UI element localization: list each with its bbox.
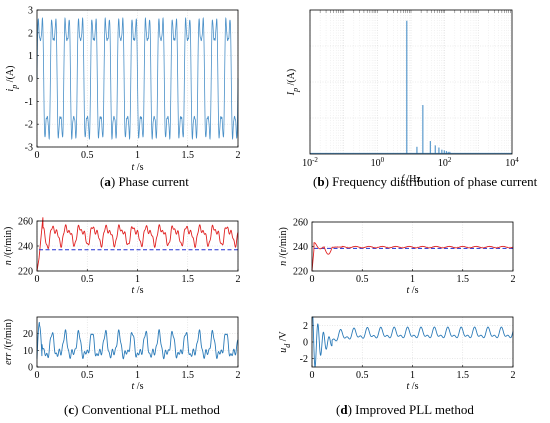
x-tick-label: 1.5	[457, 370, 470, 381]
plot-c2: 0 0.5 1 1.5 2 20 10 0 t /s err /(r/min)	[3, 316, 241, 392]
plot-d1: 0 0.5 1 1.5 2 260 240 220 t /s n /(r/min)	[278, 218, 516, 297]
y-axis-label: Ip /(A)	[286, 69, 300, 97]
plot-frame	[311, 221, 514, 272]
x-axis-label: f /Hz	[401, 174, 421, 185]
x-tick-label: 104	[505, 156, 519, 169]
y-tick-label: 10	[23, 346, 33, 357]
y-tick-label: 0	[303, 338, 308, 349]
x-tick-label: 1	[135, 370, 140, 381]
x-tick-label: 1	[135, 274, 140, 285]
plot-d2: 0 0.5 1 1.5 220-2t /sud /V	[278, 316, 516, 392]
x-tick-label: 2	[236, 370, 241, 381]
y-axis-label: err /(r/min)	[3, 319, 14, 365]
plot-frame	[309, 9, 513, 155]
x-tick-label: 0	[310, 274, 315, 285]
x-tick-label: 0.5	[81, 370, 94, 381]
y-tick-label: 240	[293, 242, 308, 253]
x-axis-label: t /s	[132, 162, 144, 173]
y-tick-label: -3	[25, 143, 33, 154]
x-tick-label: 0	[35, 370, 40, 381]
y-tick-label: 260	[18, 217, 33, 228]
x-tick-label: 1.5	[182, 150, 195, 161]
series-voltage	[312, 316, 514, 368]
y-axis-label: n /(r/min)	[278, 227, 289, 266]
x-tick-label: 100	[371, 156, 385, 169]
y-tick-label: 260	[293, 218, 308, 229]
x-tick-label: 1	[135, 150, 140, 161]
plot-frame	[311, 316, 514, 368]
y-tick-label: 2	[303, 321, 308, 332]
series-phase-current	[36, 17, 239, 140]
x-tick-label: 0	[35, 150, 40, 161]
y-axis-label: ud /V	[278, 330, 292, 352]
plot-frame	[36, 220, 239, 272]
x-tick-label: 0.5	[81, 150, 94, 161]
x-tick-label: 0	[35, 274, 40, 285]
plot-c1: 0 0.5 1 1.5 2 260 240 220 t /s n /(r/min)	[3, 217, 241, 297]
x-tick-label: 0.5	[81, 274, 94, 285]
x-axis-label: t /s	[132, 381, 144, 392]
x-tick-label: 2	[236, 274, 241, 285]
x-tick-label: 1	[410, 370, 415, 381]
caption-b: (b) Frequency distribution of phase curr…	[313, 174, 538, 189]
x-tick-label: 1	[410, 274, 415, 285]
x-axis-label: t /s	[407, 381, 419, 392]
plot-frame	[36, 9, 239, 148]
x-tick-label: 2	[236, 150, 241, 161]
x-tick-label: 0.5	[356, 370, 369, 381]
y-tick-label: -2	[300, 354, 308, 365]
series-error	[36, 321, 239, 360]
y-tick-label: 20	[23, 329, 33, 340]
x-tick-label: 1.5	[182, 274, 195, 285]
x-axis-label: t /s	[132, 285, 144, 296]
x-tick-label: 10-2	[302, 156, 318, 169]
y-tick-label: 0	[28, 74, 33, 85]
x-tick-label: 1.5	[457, 274, 470, 285]
x-tick-label: 2	[511, 274, 516, 285]
y-tick-label: 240	[18, 242, 33, 253]
y-tick-label: 1	[28, 51, 33, 62]
x-tick-label: 0.5	[356, 274, 369, 285]
y-axis-label: ip /(A)	[5, 66, 19, 92]
y-tick-label: 220	[293, 267, 308, 278]
y-tick-label: 0	[28, 363, 33, 374]
y-tick-label: 220	[18, 267, 33, 278]
y-tick-label: 2	[28, 28, 33, 39]
x-tick-label: 1.5	[182, 370, 195, 381]
x-tick-label: 2	[511, 370, 516, 381]
caption-a: (a) Phase current	[100, 174, 189, 189]
plot-a: 0 0.5 1 1.5 2 3 2 1 0 -1 -2 -3 t /s ip /(A)	[5, 6, 241, 174]
y-tick-label: -1	[25, 97, 33, 108]
plot-frame	[36, 316, 239, 368]
y-tick-label: 3	[28, 6, 33, 17]
y-tick-label: -2	[25, 120, 33, 131]
x-tick-label: 102	[438, 156, 452, 169]
y-axis-label: n /(r/min)	[3, 227, 14, 266]
series-speed	[311, 242, 514, 272]
plot-b: 10-2 100 102 104 f /Hz Ip /(A)	[286, 9, 519, 185]
series-speed	[36, 217, 239, 272]
x-axis-label: t /s	[407, 285, 419, 296]
caption-d: (d) Improved PLL method	[336, 402, 474, 417]
caption-c: (c) Conventional PLL method	[64, 402, 220, 417]
x-tick-label: 0	[310, 370, 315, 381]
